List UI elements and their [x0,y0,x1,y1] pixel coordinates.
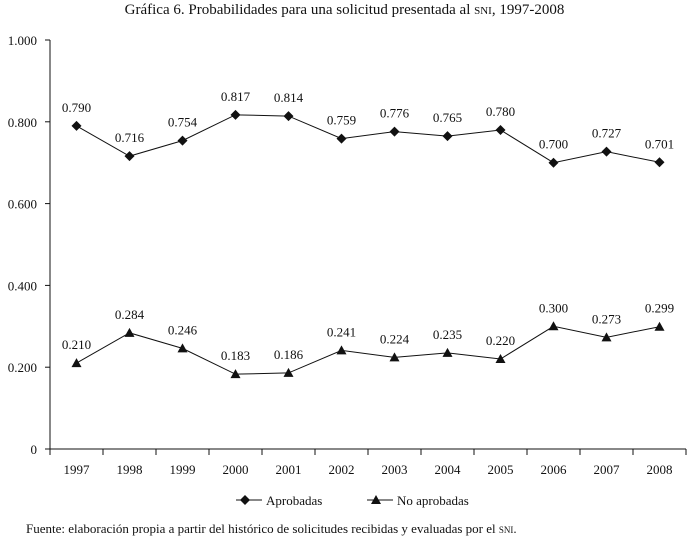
data-label: 0.183 [221,348,250,363]
source-note: Fuente: elaboración propia a partir del … [26,521,517,537]
data-label: 0.754 [168,115,198,130]
data-label: 0.220 [486,333,515,348]
y-tick-label: 0 [31,442,38,457]
data-point [389,352,400,362]
source-note-main: Fuente: elaboración propia a partir del … [26,521,499,536]
chart-title-main: Gráfica 6. Probabilidades para una solic… [124,2,475,18]
legend-label: No aprobadas [397,493,469,508]
data-label: 0.716 [115,130,145,145]
x-tick-label: 2006 [541,462,568,477]
data-point [495,354,506,364]
data-label: 0.246 [168,322,198,337]
data-point [389,126,400,137]
data-label: 0.273 [592,311,621,326]
data-label: 0.224 [380,331,410,346]
data-label: 0.765 [433,110,462,125]
data-point [654,321,665,331]
data-label: 0.814 [274,90,304,105]
data-label: 0.235 [433,327,462,342]
data-label: 0.817 [221,89,251,104]
x-tick-label: 2001 [276,462,302,477]
data-point [601,332,612,342]
data-point [124,151,135,162]
data-label: 0.210 [62,337,91,352]
x-tick-label: 2003 [382,462,408,477]
data-label: 0.790 [62,100,91,115]
data-point [548,157,559,168]
data-point [336,133,347,144]
data-label: 0.241 [327,324,356,339]
series-line-0 [76,114,660,164]
x-tick-label: 2008 [647,462,673,477]
x-tick-label: 2002 [329,462,355,477]
y-tick-label: 0.400 [8,278,37,293]
data-point [283,367,294,377]
y-tick-label: 1.000 [8,33,37,48]
data-point [442,131,453,142]
series-line-1 [76,325,660,375]
y-tick-label: 0.800 [8,115,37,130]
y-tick-label: 0.200 [8,360,37,375]
data-point [177,343,188,353]
data-label: 0.700 [539,137,568,152]
source-note-end: . [513,521,517,536]
data-point [177,135,188,146]
data-point [442,347,453,357]
chart-title-abbr: SNI [474,2,492,18]
data-point [230,369,241,379]
data-point [548,321,559,331]
x-tick-label: 2000 [223,462,249,477]
data-point [230,109,241,120]
data-label: 0.780 [486,104,515,119]
chart-title: Gráfica 6. Probabilidades para una solic… [0,2,689,19]
data-label: 0.759 [327,113,356,128]
chart-title-years: , 1997-2008 [491,2,565,18]
data-point [495,124,506,135]
data-label: 0.186 [274,347,304,362]
y-tick-label: 0.600 [8,197,37,212]
data-label: 0.300 [539,300,568,315]
data-point [336,345,347,355]
source-note-abbr: SNI [498,521,514,536]
data-point [124,327,135,337]
x-tick-label: 2007 [594,462,621,477]
data-point [71,120,82,131]
legend-marker [371,495,381,504]
x-tick-label: 1999 [170,462,196,477]
data-point [654,157,665,168]
data-point [601,146,612,157]
x-tick-label: 1998 [117,462,143,477]
data-label: 0.284 [115,307,145,322]
x-tick-label: 2004 [435,462,462,477]
x-tick-label: 1997 [64,462,91,477]
data-label: 0.776 [380,106,410,121]
legend-marker [240,495,250,505]
data-point [71,358,82,368]
data-label: 0.727 [592,126,622,141]
data-label: 0.701 [645,136,674,151]
data-label: 0.299 [645,301,674,316]
x-tick-label: 2005 [488,462,514,477]
legend-label: Aprobadas [266,493,322,508]
data-point [283,111,294,122]
